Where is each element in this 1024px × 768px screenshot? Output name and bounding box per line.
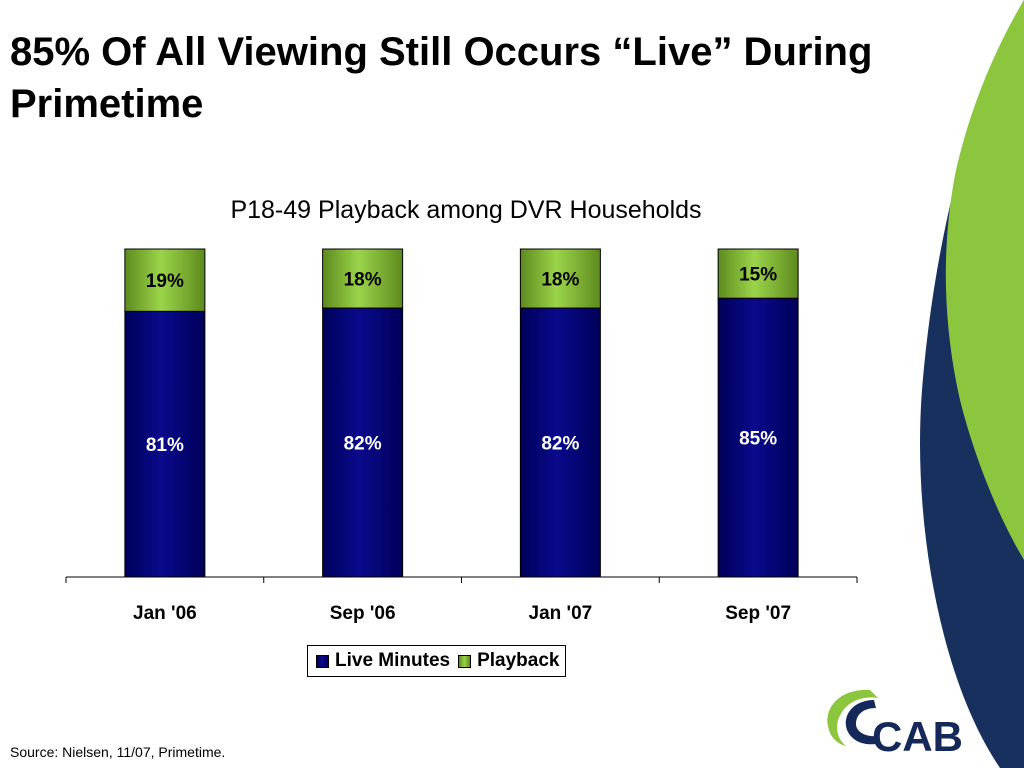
- legend-item-live: Live Minutes: [316, 650, 450, 672]
- slide-title: 85% Of All Viewing Still Occurs “Live” D…: [10, 30, 873, 126]
- data-label-playback-sep-06: 18%: [344, 270, 382, 291]
- source-note: Source: Nielsen, 11/07, Primetime.: [10, 744, 226, 760]
- legend-label-live: Live Minutes: [335, 650, 451, 671]
- chart-title: P18-49 Playback among DVR Households: [230, 196, 702, 224]
- legend-item-playback: Playback: [458, 650, 559, 672]
- bar-playback-jan-07: [519, 248, 601, 309]
- bar-live-minutes-sep-07: [717, 297, 799, 578]
- data-label-live-minutes-sep-07: 85%: [739, 429, 777, 450]
- cab-logo: CAB: [827, 689, 963, 760]
- legend-swatch-playback: [458, 654, 472, 668]
- logo-wordmark: CAB: [872, 713, 963, 760]
- x-tick-label-jan-06: Jan '06: [133, 603, 197, 624]
- bar-playback-sep-06: [322, 248, 404, 309]
- x-tick-label-jan-07: Jan '07: [529, 603, 593, 624]
- data-labels: 81% 19% 82% 18% 82% 18% 85% 15%: [146, 265, 777, 457]
- x-tick-label-sep-07: Sep '07: [725, 603, 791, 624]
- x-axis: Jan '06 Sep '06 Jan '07 Sep '07: [65, 576, 858, 624]
- bars-group: [124, 248, 799, 578]
- data-label-playback-jan-06: 19%: [146, 271, 184, 292]
- data-label-live-minutes-jan-06: 81%: [146, 435, 184, 456]
- x-tick-label-sep-06: Sep '06: [330, 603, 396, 624]
- bar-live-minutes-jan-06: [124, 310, 206, 578]
- data-label-playback-sep-07: 15%: [739, 265, 777, 286]
- chart-legend: Live Minutes Playback: [307, 645, 567, 677]
- data-label-live-minutes-sep-06: 82%: [344, 434, 382, 455]
- data-label-playback-jan-07: 18%: [541, 270, 579, 291]
- logo-ring: [845, 700, 876, 745]
- data-label-live-minutes-jan-07: 82%: [541, 434, 579, 455]
- bar-playback-jan-06: [124, 248, 206, 312]
- legend-label-playback: Playback: [477, 650, 560, 671]
- bar-playback-sep-07: [717, 248, 799, 299]
- bar-live-minutes-jan-07: [519, 307, 601, 578]
- legend-swatch-live: [316, 654, 329, 668]
- logo-swoosh: [827, 689, 878, 746]
- green-swoosh: [945, 0, 1024, 560]
